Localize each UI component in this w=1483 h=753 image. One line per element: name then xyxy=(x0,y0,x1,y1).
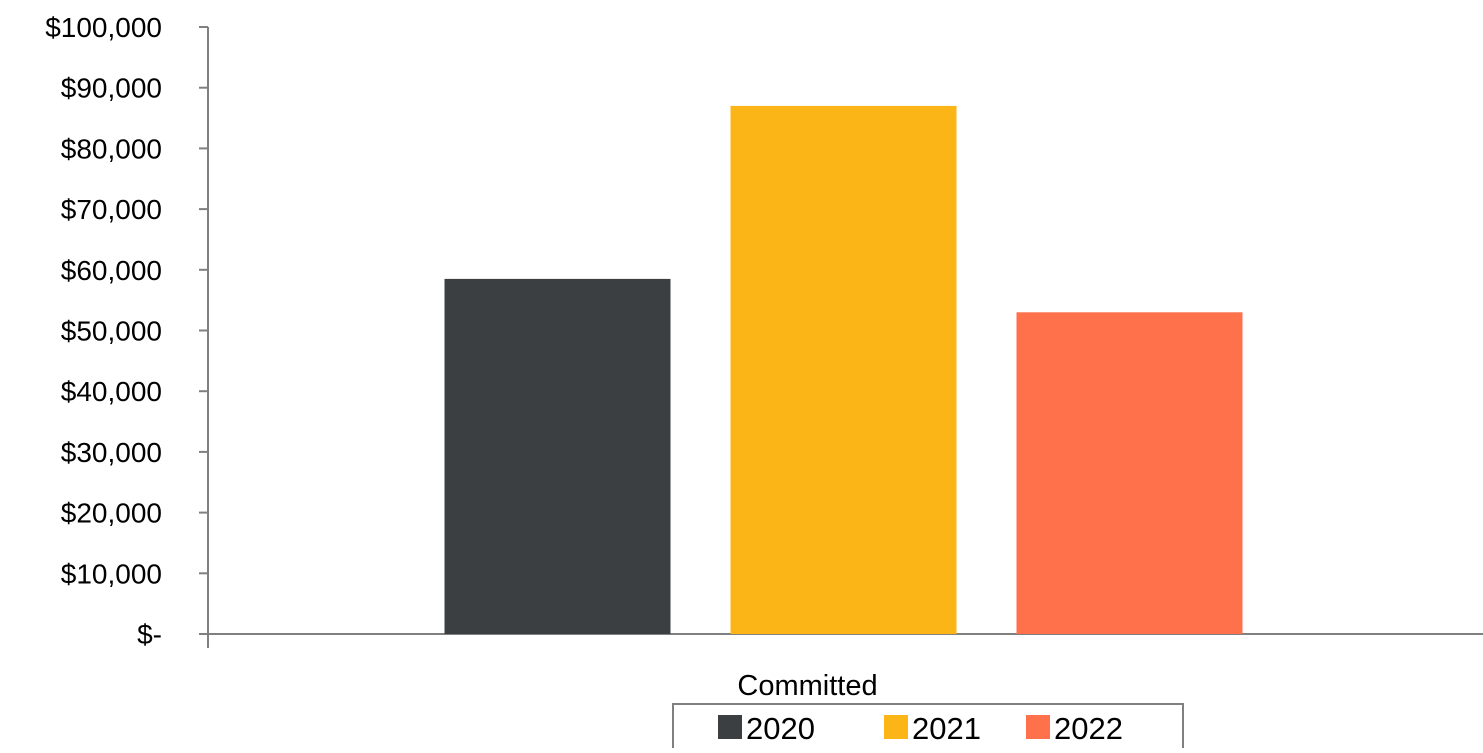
y-tick-label: $60,000 xyxy=(61,255,162,286)
legend-swatch-2022 xyxy=(1026,715,1050,739)
y-tick-label: $100,000 xyxy=(45,12,162,43)
y-tick-label: $30,000 xyxy=(61,437,162,468)
category-labels: Committed xyxy=(737,670,877,702)
y-tick-label: $90,000 xyxy=(61,73,162,104)
bars xyxy=(444,105,1243,634)
legend-swatch-2020 xyxy=(718,715,742,739)
legend-swatch-2021 xyxy=(884,715,908,739)
y-tick-label: $80,000 xyxy=(61,133,162,164)
legend-box xyxy=(672,703,1184,753)
legend-label-2020: 2020 xyxy=(746,711,815,746)
legend-label-2022: 2022 xyxy=(1054,711,1123,746)
y-tick-label: $10,000 xyxy=(61,558,162,589)
bar-2022 xyxy=(1016,312,1243,634)
y-axis: $- $10,000 $20,000 $30,000 $40,000 $50,000 $60… xyxy=(45,12,209,650)
y-tick-label: $- xyxy=(137,619,162,650)
bar-2021 xyxy=(730,105,957,634)
legend-label-2021: 2021 xyxy=(912,711,981,746)
x-category-label: Committed xyxy=(737,670,877,702)
bar-2020 xyxy=(444,278,671,634)
y-tick-label: $50,000 xyxy=(61,316,162,347)
y-tick-label: $70,000 xyxy=(61,194,162,225)
legend: 2020 2021 2022 xyxy=(672,703,1184,753)
y-tick-label: $20,000 xyxy=(61,498,162,529)
y-tick-label: $40,000 xyxy=(61,376,162,407)
